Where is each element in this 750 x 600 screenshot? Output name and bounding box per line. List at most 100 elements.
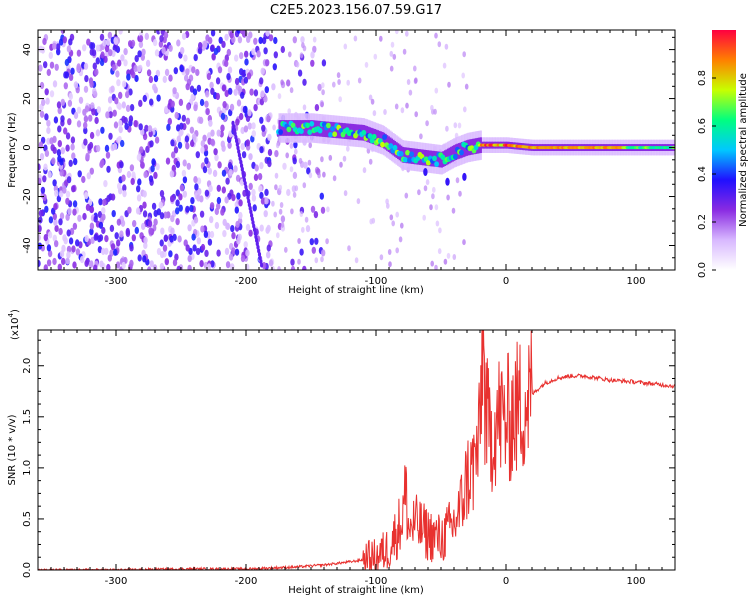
heatmap-cell	[253, 173, 259, 181]
heatmap-cell	[75, 248, 81, 256]
heatmap-cell	[144, 124, 149, 132]
heatmap-cell	[110, 85, 115, 93]
heatmap-cell	[310, 51, 315, 59]
heatmap-cell	[294, 148, 298, 155]
heatmap-cell	[67, 207, 72, 215]
heatmap-cell	[248, 153, 253, 161]
spectrogram-y-tick-label: 40	[22, 43, 33, 56]
heatmap-cell	[208, 37, 213, 45]
heatmap-cell	[248, 182, 253, 190]
heatmap-cell	[50, 144, 55, 152]
heatmap-ridge-band	[311, 120, 314, 136]
heatmap-cell	[243, 241, 248, 249]
heatmap-cell	[210, 260, 215, 268]
heatmap-cell	[260, 67, 265, 75]
heatmap-cell	[229, 31, 234, 39]
heatmap-streak-cell	[237, 152, 241, 158]
heatmap-cell	[210, 30, 216, 37]
heatmap-cell	[135, 207, 141, 215]
heatmap-cell	[81, 175, 86, 184]
heatmap-cell	[151, 158, 156, 166]
heatmap-cell	[257, 173, 263, 181]
heatmap-streak-cell	[242, 173, 246, 179]
heatmap-cell	[70, 67, 75, 75]
heatmap-cell	[446, 194, 450, 201]
heatmap-ridge-cell	[286, 126, 292, 133]
heatmap-cell	[122, 184, 127, 192]
snr-x-axis-label: Height of straight line (km)	[288, 585, 424, 596]
heatmap-cell	[142, 255, 147, 263]
heatmap-cell	[236, 30, 241, 34]
heatmap-cell	[280, 45, 285, 54]
heatmap-ridge-band	[328, 121, 331, 138]
heatmap-cell	[78, 96, 84, 104]
heatmap-cell	[200, 146, 205, 154]
heatmap-cell	[321, 89, 325, 96]
heatmap-cell	[148, 175, 154, 183]
heatmap-cell	[239, 52, 244, 60]
heatmap-ridge-band	[309, 120, 312, 136]
heatmap-cell	[62, 186, 67, 194]
heatmap-cell	[204, 157, 209, 165]
heatmap-cell	[321, 82, 325, 89]
heatmap-cell	[451, 207, 456, 214]
heatmap-cell	[142, 94, 147, 103]
heatmap-cell	[84, 235, 89, 243]
heatmap-cell	[190, 197, 195, 205]
heatmap-cell	[63, 71, 68, 79]
heatmap-cell	[38, 216, 43, 224]
heatmap-cell	[114, 232, 119, 240]
heatmap-cell	[444, 43, 449, 50]
heatmap-cell	[98, 198, 103, 206]
heatmap-cell	[372, 110, 377, 117]
heatmap-cell	[158, 40, 164, 48]
heatmap-cell	[221, 84, 227, 92]
heatmap-cell	[143, 236, 148, 244]
heatmap-cell	[370, 98, 375, 105]
heatmap-cell	[68, 73, 74, 81]
heatmap-cell	[59, 250, 65, 258]
heatmap-streak-cell	[253, 230, 257, 236]
heatmap-cell	[204, 100, 209, 108]
heatmap-cell	[125, 229, 131, 237]
heatmap-ridge-band	[447, 148, 450, 165]
heatmap-cell	[48, 51, 53, 60]
heatmap-cell	[138, 99, 143, 107]
heatmap-cell	[174, 111, 179, 120]
heatmap-ridge-band	[448, 147, 451, 164]
heatmap-cell	[83, 115, 89, 123]
heatmap-cell	[53, 203, 58, 211]
heatmap-cell	[435, 220, 440, 227]
heatmap-cell	[54, 189, 59, 197]
spectrogram-x-tick-label: -100	[365, 276, 388, 287]
heatmap-cell	[234, 206, 239, 214]
heatmap-cell	[116, 218, 122, 226]
heatmap-cell	[153, 171, 158, 179]
heatmap-cell	[266, 244, 271, 252]
heatmap-cell	[137, 50, 142, 58]
heatmap-cell	[65, 190, 71, 198]
heatmap-cell	[314, 257, 319, 264]
heatmap-cell	[434, 264, 438, 270]
heatmap-cell	[210, 138, 215, 146]
heatmap-cell	[66, 176, 72, 184]
heatmap-cell	[89, 260, 94, 268]
heatmap-cell	[166, 123, 171, 131]
heatmap-ridge-cell	[299, 128, 304, 134]
heatmap-cell	[121, 174, 126, 182]
spectrogram-y-axis-label: Frequency (Hz)	[7, 112, 18, 188]
heatmap-ridge-band	[408, 147, 411, 164]
snr-x-tick-label: 0	[503, 576, 509, 587]
heatmap-cell	[120, 54, 125, 62]
heatmap-cell	[151, 202, 157, 210]
heatmap-ridge-cell	[398, 151, 404, 157]
heatmap-cell	[149, 140, 154, 148]
heatmap-cell	[209, 216, 214, 224]
heatmap-cell	[300, 36, 305, 44]
heatmap-ridge-cell	[317, 127, 323, 134]
heatmap-cell	[390, 41, 395, 48]
heatmap-ridge-cell	[445, 177, 450, 186]
heatmap-cell	[106, 165, 111, 173]
heatmap-cell	[185, 68, 190, 76]
heatmap-cell	[237, 85, 243, 94]
